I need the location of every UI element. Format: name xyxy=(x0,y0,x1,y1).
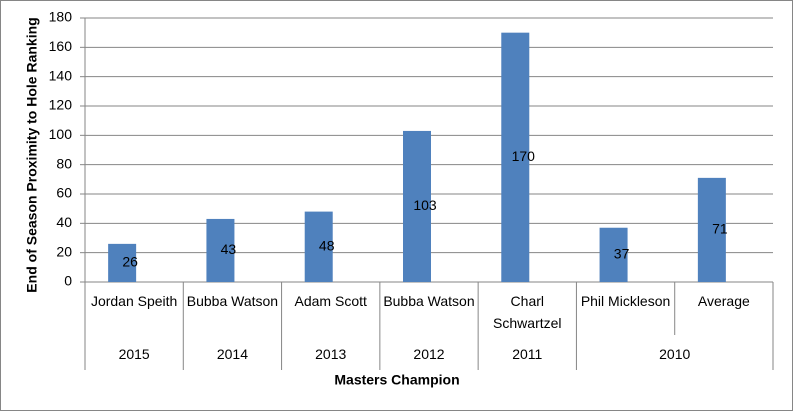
group-label: 2012 xyxy=(413,346,445,362)
bar xyxy=(206,218,235,282)
x-tick-label: Bubba Watson xyxy=(383,293,475,309)
x-axis-title: Masters Champion xyxy=(334,372,459,388)
y-tick-label: 0 xyxy=(64,273,72,289)
group-label: 2014 xyxy=(216,346,248,362)
data-label: 170 xyxy=(512,148,536,164)
y-axis-title: End of Season Proximity to Hole Ranking xyxy=(24,17,40,292)
x-tick-label: Bubba Watson xyxy=(186,293,279,309)
bar xyxy=(403,130,431,282)
bar xyxy=(599,227,628,282)
x-tick-label: Phil Mickleson xyxy=(580,293,671,309)
y-tick-label: 180 xyxy=(49,9,73,25)
y-tick-label: 140 xyxy=(49,67,73,83)
x-tick-label: Average xyxy=(697,293,750,309)
y-tick-label: 160 xyxy=(49,38,73,54)
bar xyxy=(697,177,726,282)
bar xyxy=(304,211,333,282)
group-label: 2013 xyxy=(315,346,347,362)
bar xyxy=(501,32,530,282)
data-label: 37 xyxy=(614,246,630,262)
group-label: 2015 xyxy=(118,346,150,362)
y-tick-label: 20 xyxy=(56,243,72,259)
data-label: 71 xyxy=(712,221,728,237)
x-tick-label: Adam Scott xyxy=(294,293,367,309)
bar xyxy=(108,243,137,282)
data-label: 103 xyxy=(413,197,437,213)
y-tick-label: 100 xyxy=(49,126,73,142)
y-tick-label: 40 xyxy=(56,214,72,230)
group-label: 2011 xyxy=(512,346,543,362)
y-tick-label: 120 xyxy=(49,97,73,113)
x-tick-label: Jordan Speith xyxy=(90,293,178,309)
data-label: 26 xyxy=(122,254,138,270)
y-tick-label: 60 xyxy=(56,185,72,201)
group-label: 2010 xyxy=(659,346,691,362)
data-label: 48 xyxy=(319,238,335,254)
x-tick-label: Charl Schwartzel xyxy=(493,293,562,331)
data-label: 43 xyxy=(221,241,237,257)
y-tick-label: 80 xyxy=(56,155,72,171)
